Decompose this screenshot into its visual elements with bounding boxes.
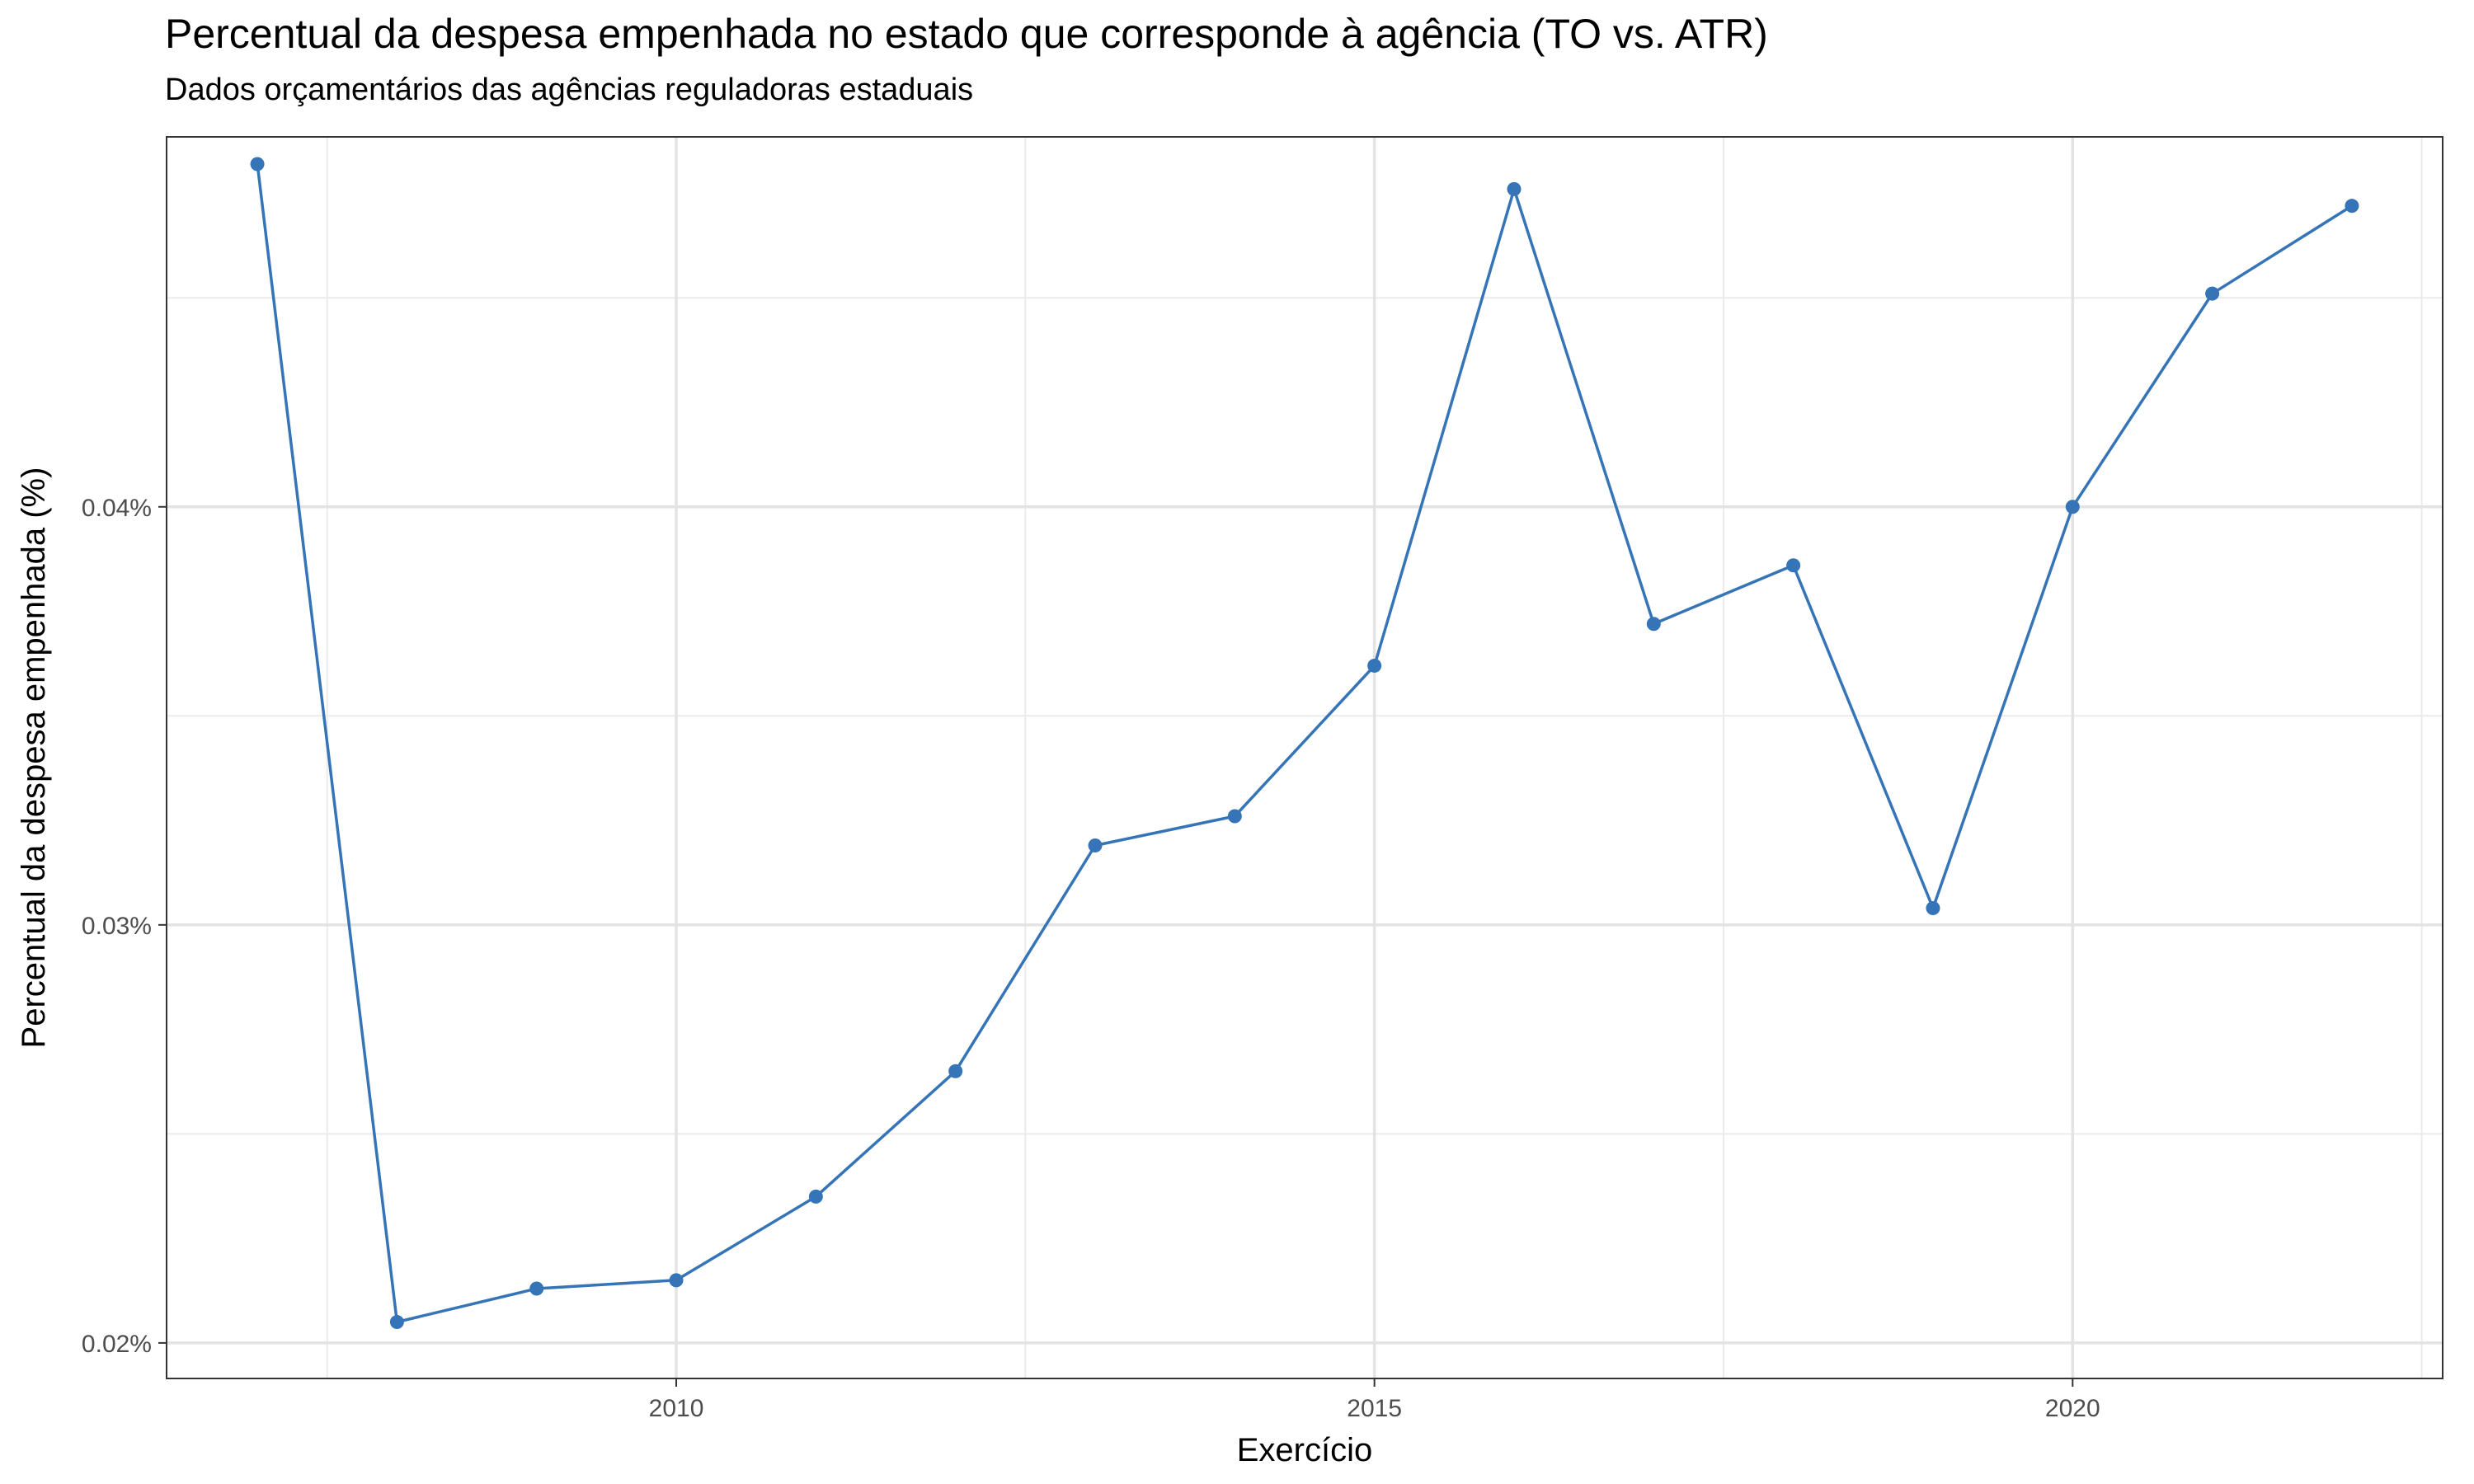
- data-point: [389, 1315, 404, 1330]
- y-tick-label: 0.03%: [82, 913, 152, 940]
- chart-subtitle: Dados orçamentários das agências regulad…: [165, 73, 974, 107]
- y-tick-label: 0.02%: [82, 1331, 152, 1358]
- minor-gridlines: [167, 137, 2443, 1378]
- y-axis: 0.02% 0.03% 0.04%: [82, 495, 167, 1358]
- data-point: [529, 1281, 544, 1296]
- x-axis-title: Exercício: [1237, 1432, 1373, 1468]
- y-tick-label: 0.04%: [82, 495, 152, 522]
- x-tick-label: 2015: [1347, 1395, 1402, 1422]
- x-tick-label: 2020: [2045, 1395, 2100, 1422]
- data-point: [2065, 500, 2080, 514]
- chart-title: Percentual da despesa empenhada no estad…: [165, 11, 1768, 57]
- data-point: [1926, 901, 1940, 916]
- x-tick-label: 2010: [649, 1395, 704, 1422]
- data-point: [1088, 838, 1103, 852]
- data-point: [1786, 558, 1801, 573]
- data-point: [1507, 181, 1522, 196]
- data-point: [1646, 617, 1661, 632]
- x-axis: 2010 2015 2020: [649, 1378, 2100, 1422]
- data-point: [1367, 658, 1382, 673]
- y-axis-title: Percentual da despesa empenhada (%): [16, 467, 52, 1049]
- data-point: [2345, 199, 2359, 214]
- plot-panel-border: [166, 136, 2443, 1379]
- series-layer: [250, 157, 2359, 1330]
- data-point: [948, 1064, 963, 1078]
- data-point: [669, 1273, 684, 1288]
- data-point: [808, 1189, 823, 1204]
- data-point: [250, 157, 265, 171]
- data-point: [1227, 809, 1242, 824]
- series-line: [256, 163, 2353, 1324]
- major-gridlines: [167, 137, 2443, 1378]
- data-point: [2205, 286, 2220, 301]
